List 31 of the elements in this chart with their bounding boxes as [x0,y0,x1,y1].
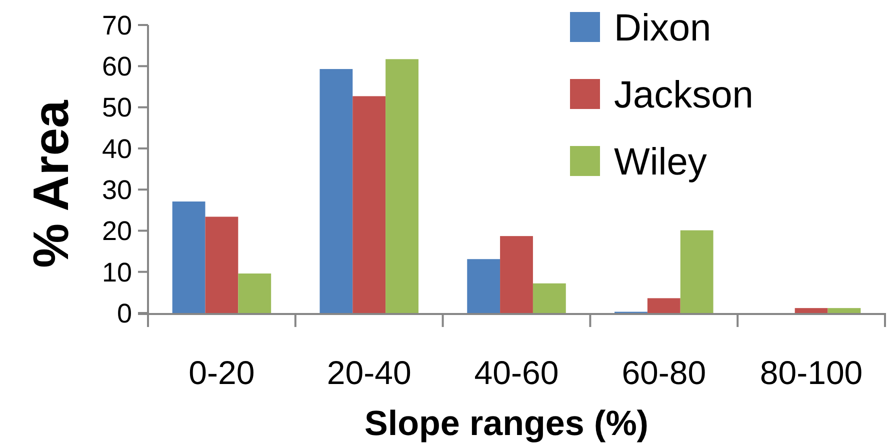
bar [500,236,533,313]
legend-label: Wiley [614,141,707,184]
x-tick-label: 80-100 [760,354,863,391]
bar [352,96,386,313]
x-tick-label: 20-40 [326,354,412,391]
legend-label: Jackson [614,74,754,116]
x-axis-title: Slope ranges (%) [364,404,648,443]
y-tick-label: 30 [102,175,132,206]
y-tick-label: 10 [102,257,132,288]
y-tick-label: 40 [102,134,132,164]
x-tick-label: 40-60 [474,354,559,391]
bar [172,202,206,313]
bar [794,308,828,313]
legend-label: Dixon [614,7,712,50]
bar [467,259,500,313]
y-tick-label: 70 [102,10,132,40]
y-tick-label: 60 [102,52,132,82]
bar [386,59,418,313]
bar [320,69,353,313]
bar [680,230,714,313]
y-axis-title: % Area [23,98,79,268]
y-tick-label: 50 [102,92,132,123]
bar [205,216,238,313]
bar [828,308,861,313]
x-tick-label: 60-80 [622,354,706,391]
y-tick-label: 20 [102,216,132,246]
bar [647,298,680,313]
y-tick-label: 0 [116,298,132,328]
bar [532,283,566,313]
x-tick-label: 0-20 [188,354,255,391]
bar [238,274,272,313]
